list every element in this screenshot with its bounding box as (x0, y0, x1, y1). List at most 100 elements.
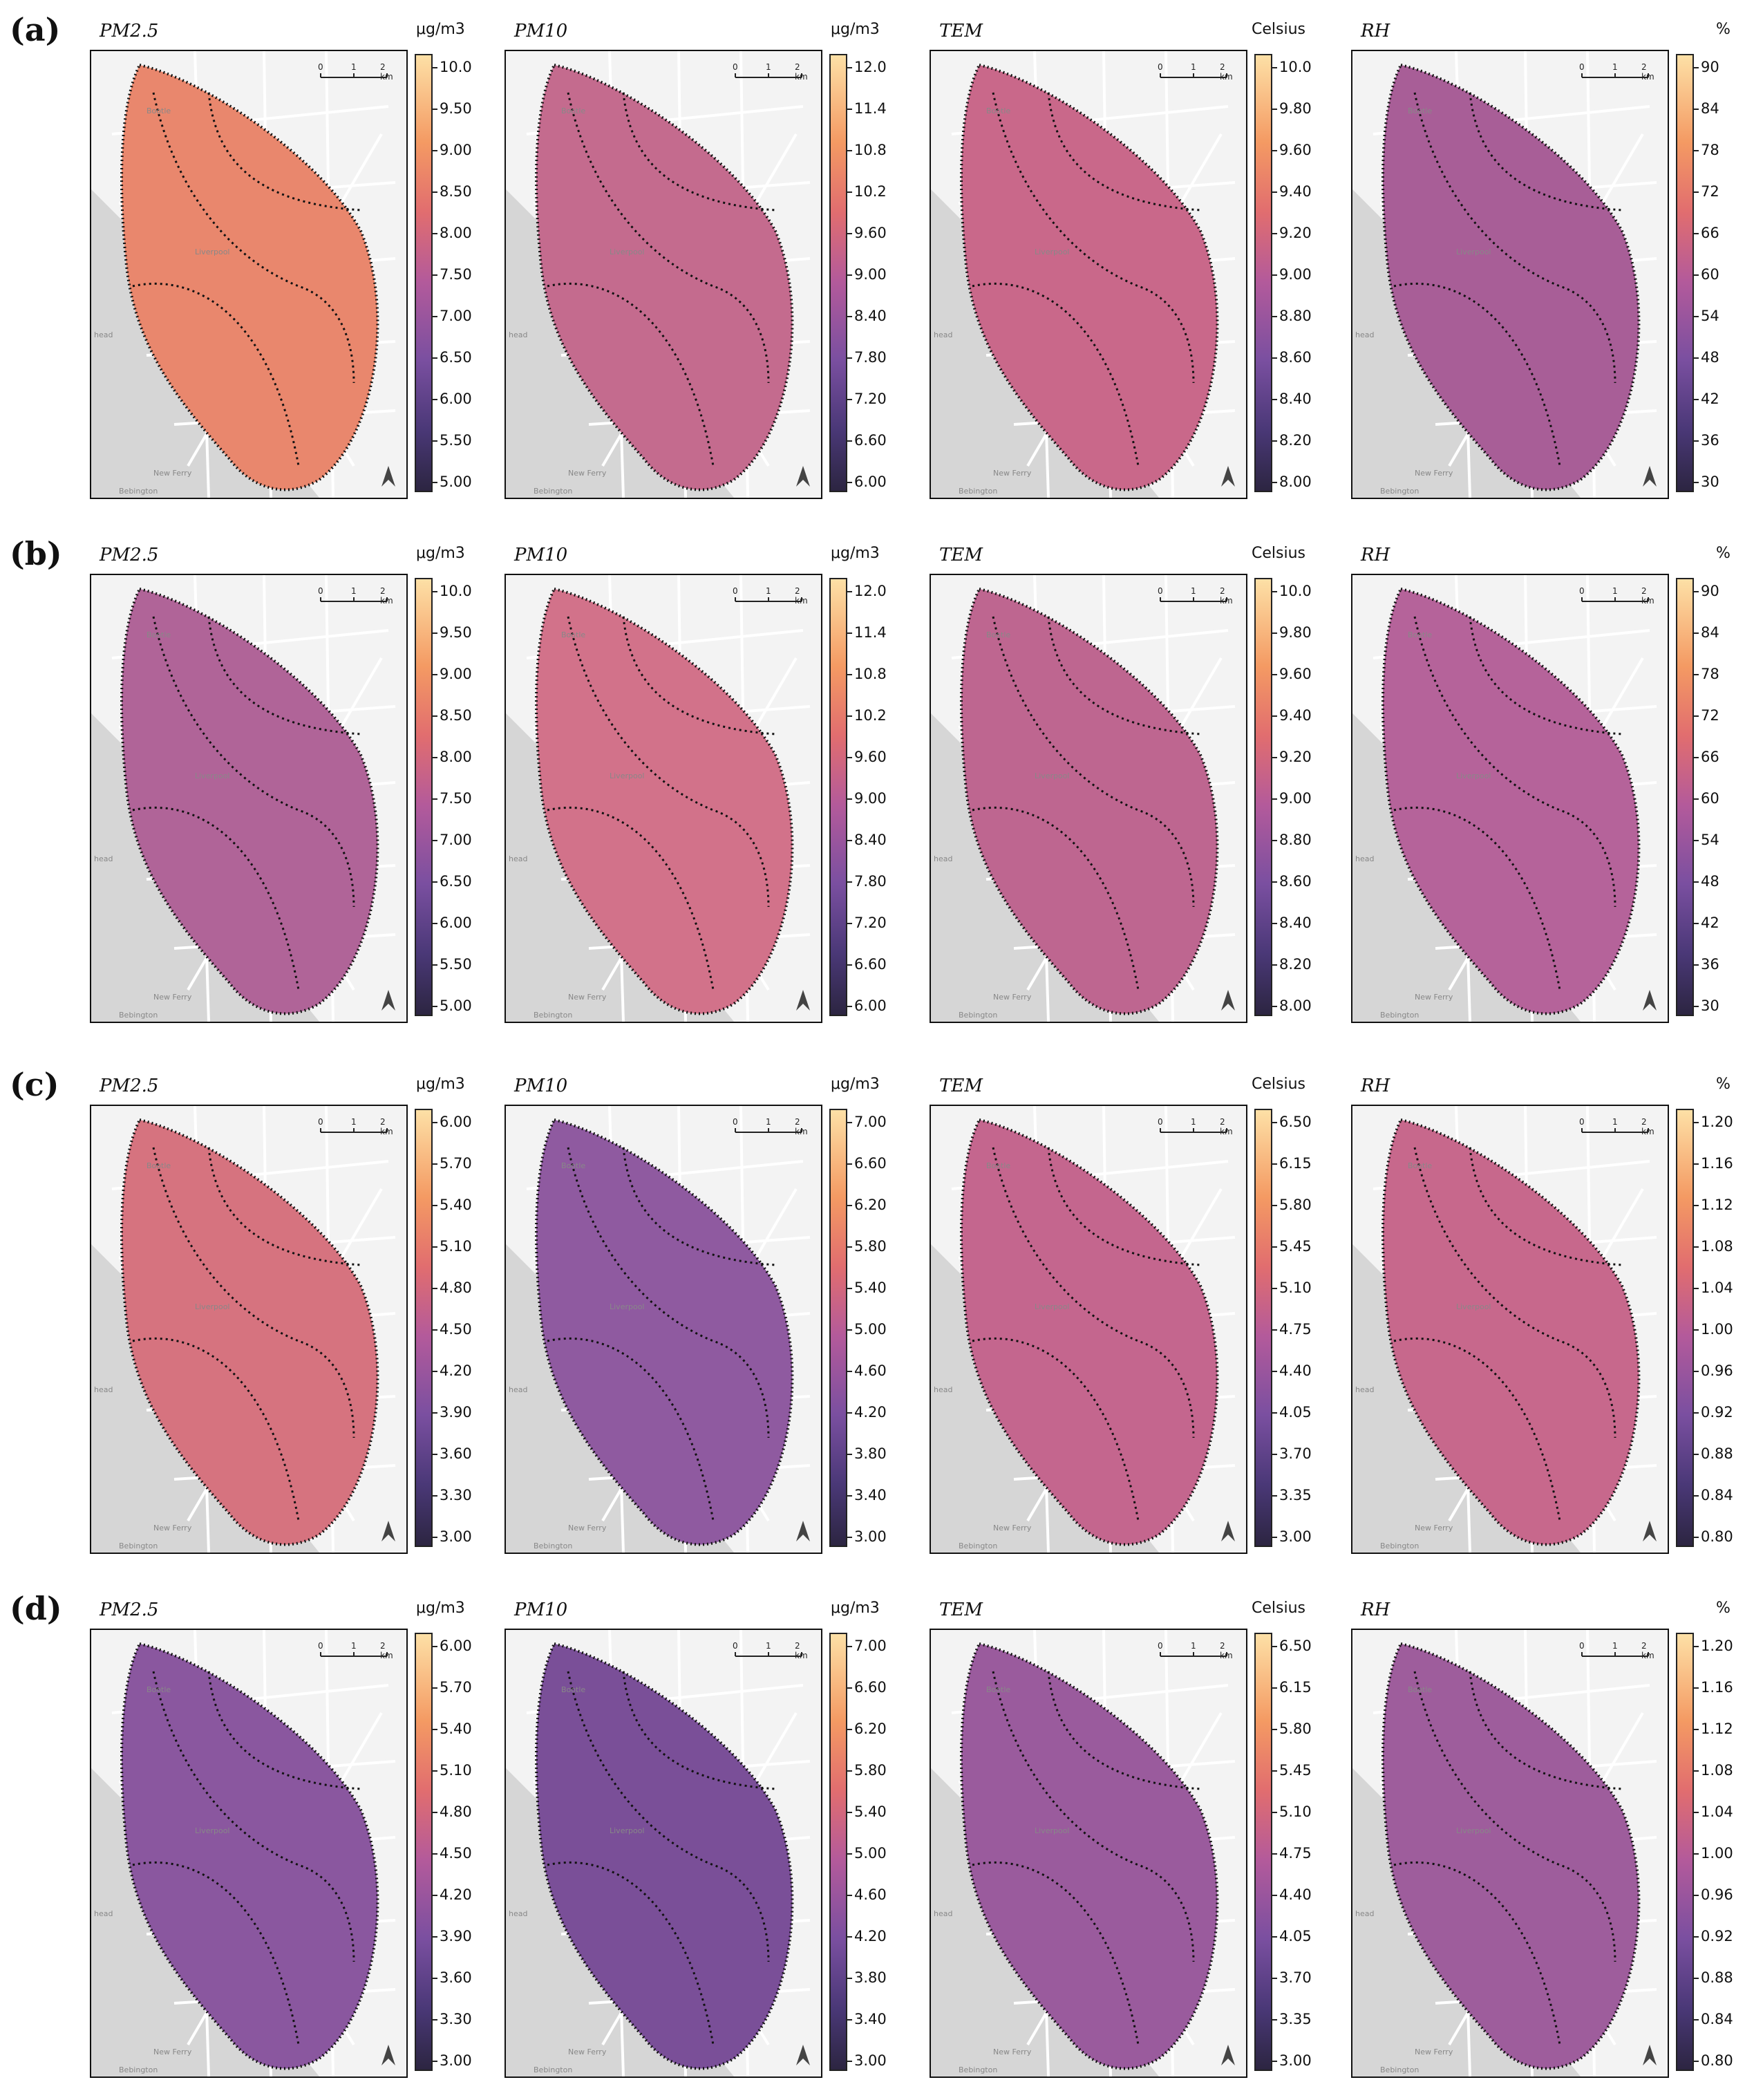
colorbar-tick-label: 8.00 (433, 749, 472, 765)
contour-line (547, 282, 715, 467)
place-label: Liverpool (195, 1302, 230, 1311)
scale-label: 1 (1191, 62, 1196, 72)
map-frame: Bootle Liverpool New Ferry Bebington head 0 1 2… (504, 50, 822, 499)
colorbar (1676, 578, 1694, 1016)
colorbar-tick-label: 5.00 (847, 1845, 887, 1862)
colorbar-tick-label: 7.50 (433, 790, 472, 807)
colorbar-tick-label: 5.40 (847, 1279, 887, 1296)
place-label: New Ferry (568, 1524, 607, 1532)
map-frame: Bootle Liverpool New Ferry Bebington head 0 1 2… (930, 1105, 1247, 1554)
colorbar-tick-label: 6.60 (847, 956, 887, 973)
colorbar-tick-label: 10.0 (1272, 59, 1312, 75)
scale-label: 2 km (380, 1117, 393, 1136)
map-canvas (931, 1106, 1236, 1553)
colorbar-tick-label: 8.80 (1272, 308, 1312, 324)
contour-line (547, 1861, 715, 2045)
scale-label: 0 (318, 1641, 323, 1651)
contour-line (1393, 1337, 1561, 1521)
colorbar-tick-label: 5.00 (433, 997, 472, 1014)
study-area (120, 63, 379, 491)
study-area (120, 587, 379, 1015)
contour-line (972, 806, 1140, 991)
colorbar-tick-label: 66 (1694, 749, 1719, 765)
north-arrow-icon (1221, 2045, 1235, 2065)
place-label: Bebington (959, 1541, 998, 1550)
place-label: Bebington (1380, 2065, 1420, 2074)
scale-bar-line (1160, 1652, 1227, 1657)
place-label: Liverpool (1456, 771, 1491, 780)
colorbar-tick-label: 1.12 (1694, 1197, 1733, 1213)
scale-label: 1 (1612, 586, 1618, 596)
study-area (535, 63, 794, 491)
north-arrow-icon (1221, 990, 1235, 1011)
place-label: head (94, 1909, 113, 1918)
colorbar-tick-label: 4.05 (1272, 1928, 1312, 1944)
map-panel: RH% Bootle Liverpool New Ferry Bebington head… (1351, 21, 1754, 505)
colorbar-tick-label: 4.05 (1272, 1404, 1312, 1421)
colorbar (415, 578, 433, 1016)
colorbar (415, 54, 433, 492)
scale-bar: 0 1 2 km (318, 62, 394, 82)
colorbar-unit: μg/m3 (416, 1600, 465, 1617)
colorbar-tick-label: 6.50 (433, 873, 472, 890)
place-label: Bootle (1408, 106, 1433, 115)
map-frame: Bootle Liverpool New Ferry Bebington head 0 1 2… (930, 574, 1247, 1023)
scale-bar-line (1160, 1128, 1227, 1133)
colorbar-tick-label: 5.80 (847, 1762, 887, 1779)
colorbar-tick-label: 1.08 (1694, 1762, 1733, 1779)
colorbar-tick-label: 10.8 (847, 666, 887, 682)
study-area (960, 1642, 1219, 2070)
place-label: head (934, 854, 953, 863)
scale-label: 2 km (1220, 1641, 1233, 1660)
colorbar-tick-label: 1.04 (1694, 1279, 1733, 1296)
colorbar-tick-label: 9.00 (847, 266, 887, 283)
place-label: head (934, 1909, 953, 1918)
map-canvas (506, 1630, 811, 2076)
contour-line (1393, 1861, 1561, 2045)
study-area (120, 1642, 379, 2070)
map-canvas (91, 575, 396, 1022)
colorbar-tick-label: 3.90 (433, 1404, 472, 1421)
colorbar-tick-label: 9.00 (847, 790, 887, 807)
colorbar-tick-label: 72 (1694, 707, 1719, 724)
place-label: New Ferry (993, 1524, 1032, 1532)
colorbar-tick-label: 5.70 (433, 1155, 472, 1172)
scale-bar: 0 1 2 km (1579, 62, 1655, 82)
colorbar-tick-label: 4.75 (1272, 1845, 1312, 1862)
map-canvas (1352, 1630, 1657, 2076)
colorbar-tick-label: 10.8 (847, 142, 887, 158)
place-label: Bootle (986, 106, 1011, 115)
panel-title: RH (1361, 545, 1390, 565)
colorbar-unit: μg/m3 (831, 21, 880, 38)
scale-label: 0 (318, 1117, 323, 1127)
colorbar-tick-label: 3.60 (433, 1445, 472, 1462)
colorbar-tick-label: 9.00 (433, 666, 472, 682)
colorbar-tick-label: 7.20 (847, 391, 887, 407)
panel-title: TEM (939, 1076, 983, 1096)
scale-label: 2 km (795, 62, 808, 82)
scale-label: 0 (733, 62, 738, 72)
colorbar-tick-label: 36 (1694, 432, 1719, 449)
north-arrow-icon (1643, 990, 1657, 1011)
colorbar-tick-label: 6.15 (1272, 1155, 1312, 1172)
study-area (960, 1118, 1219, 1546)
study-area (960, 63, 1219, 491)
colorbar-tick-label: 4.20 (847, 1404, 887, 1421)
map-canvas (506, 1106, 811, 1553)
scale-bar-line (735, 597, 802, 602)
colorbar-tick-label: 8.60 (1272, 873, 1312, 890)
scale-label: 1 (1191, 1641, 1196, 1651)
place-label: head (94, 854, 113, 863)
colorbar-tick-label: 8.50 (433, 707, 472, 724)
scale-label: 1 (351, 1641, 357, 1651)
place-label: New Ferry (568, 2047, 607, 2056)
colorbar-tick-label: 84 (1694, 624, 1719, 641)
place-label: Bebington (534, 487, 573, 496)
colorbar-tick-label: 9.60 (1272, 142, 1312, 158)
colorbar-tick-label: 1.16 (1694, 1155, 1733, 1172)
scale-bar-line (1160, 597, 1227, 602)
scale-label: 2 km (1641, 1641, 1654, 1660)
place-label: Liverpool (1456, 247, 1491, 256)
scale-bar: 0 1 2 km (733, 586, 809, 606)
place-label: Bebington (534, 1541, 573, 1550)
